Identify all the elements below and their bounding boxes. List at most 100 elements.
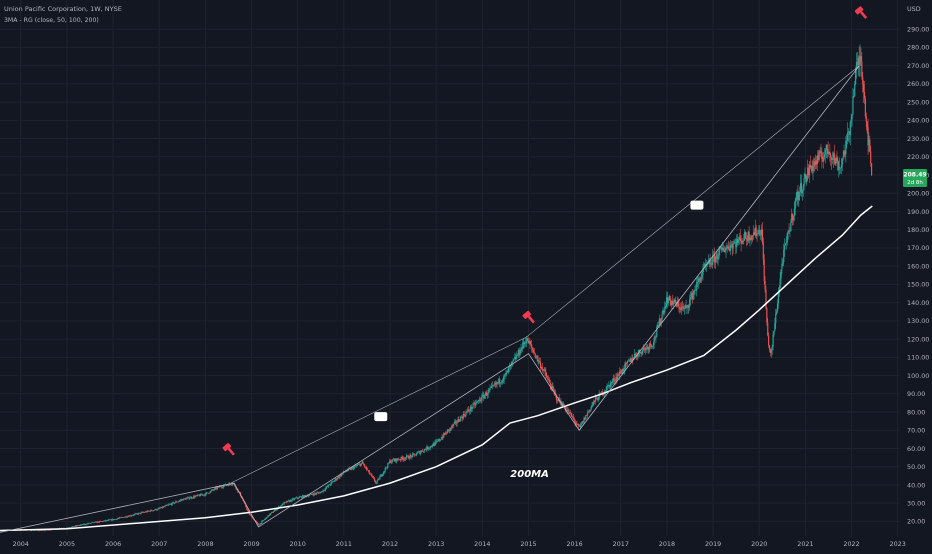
candle-body [799, 191, 801, 193]
candle-body [384, 467, 386, 472]
candle-body [411, 455, 413, 458]
candle-body [563, 403, 565, 407]
candle-body [117, 518, 119, 519]
candle-body [530, 344, 532, 345]
candle-body [37, 530, 39, 531]
y-tick-label: 240.00 [907, 117, 929, 125]
candle-body [802, 185, 804, 191]
candle-body [839, 167, 841, 168]
candle-body [542, 369, 544, 371]
candle-body [79, 525, 81, 526]
candle-body [201, 494, 203, 496]
candle-body [76, 525, 78, 527]
candle-body [295, 497, 298, 499]
candle-body [177, 501, 180, 502]
candle-body [207, 492, 209, 494]
candle-body [796, 191, 798, 198]
candle-body [439, 439, 441, 441]
candle-body [551, 385, 553, 390]
candle-body [385, 467, 387, 469]
candle-body [833, 153, 835, 161]
candle-body [652, 344, 654, 347]
candle-body [653, 337, 655, 345]
candle-body [668, 295, 670, 300]
candle-body [424, 449, 426, 450]
candle-body [316, 492, 318, 494]
candle-body [582, 421, 584, 423]
y-tick-label: 80.00 [907, 408, 925, 416]
candle-body [401, 456, 403, 459]
candle-body [136, 513, 138, 515]
candle-body [683, 307, 685, 309]
candle-body [350, 467, 353, 470]
candle-body [538, 361, 540, 362]
candle-body [135, 513, 137, 515]
candle-body [49, 529, 52, 531]
candle-body [383, 471, 385, 473]
candle-body [276, 509, 278, 511]
candle-body [330, 482, 332, 485]
candle-body [751, 235, 753, 240]
candle-body [175, 501, 177, 503]
candle-body [409, 455, 411, 459]
candle-body [89, 523, 92, 524]
candle-body [299, 496, 301, 498]
candle-body [829, 152, 831, 155]
candle-body [226, 485, 228, 486]
candle-body [129, 515, 132, 517]
x-tick-label: 2016 [566, 540, 582, 548]
candle-body [547, 378, 549, 379]
candle-body [818, 152, 820, 160]
candle-body [488, 389, 490, 391]
candle-body [71, 526, 73, 528]
candle-body [816, 155, 819, 165]
candle-body [770, 350, 772, 353]
candle-body [42, 530, 45, 531]
x-tick-label: 2021 [797, 540, 813, 548]
candle-body [75, 525, 77, 527]
candle-body [472, 403, 474, 408]
candle-body [90, 522, 93, 524]
candle-body [723, 250, 725, 253]
candle-body [269, 514, 271, 516]
candle-body [787, 230, 789, 234]
candle-body [114, 519, 116, 520]
candle-body [375, 482, 377, 484]
candle-body [595, 397, 598, 399]
candle-body [755, 227, 757, 236]
candle-body [835, 157, 837, 164]
candle-body [49, 529, 51, 531]
candle-body [811, 165, 813, 171]
candle-body [121, 517, 124, 518]
candle-body [358, 463, 361, 465]
candle-body [854, 84, 856, 97]
x-tick-label: 2013 [428, 540, 444, 548]
candle-body [604, 390, 606, 392]
candle-body [717, 258, 719, 259]
candle-body [340, 474, 342, 476]
candle-body [39, 530, 41, 531]
x-tick-label: 2012 [382, 540, 398, 548]
candle-body [113, 519, 116, 520]
candle-body [428, 447, 431, 449]
candle-body [715, 253, 717, 257]
ma-label: 200MA [510, 469, 549, 480]
candle-body [614, 380, 616, 382]
candle-body [271, 512, 274, 513]
candle-body [610, 382, 613, 383]
candle-body [495, 382, 497, 385]
x-tick-label: 2020 [751, 540, 767, 548]
candle-body [319, 492, 322, 494]
candle-body [691, 292, 693, 300]
candle-body [310, 493, 312, 495]
candle-body [99, 521, 101, 522]
candle-body [332, 481, 334, 482]
candle-body [732, 243, 734, 249]
candle-body [588, 409, 590, 412]
candle-body [377, 478, 379, 481]
candle-body [239, 491, 241, 493]
candle-body [528, 341, 530, 344]
candle-body [232, 483, 235, 485]
